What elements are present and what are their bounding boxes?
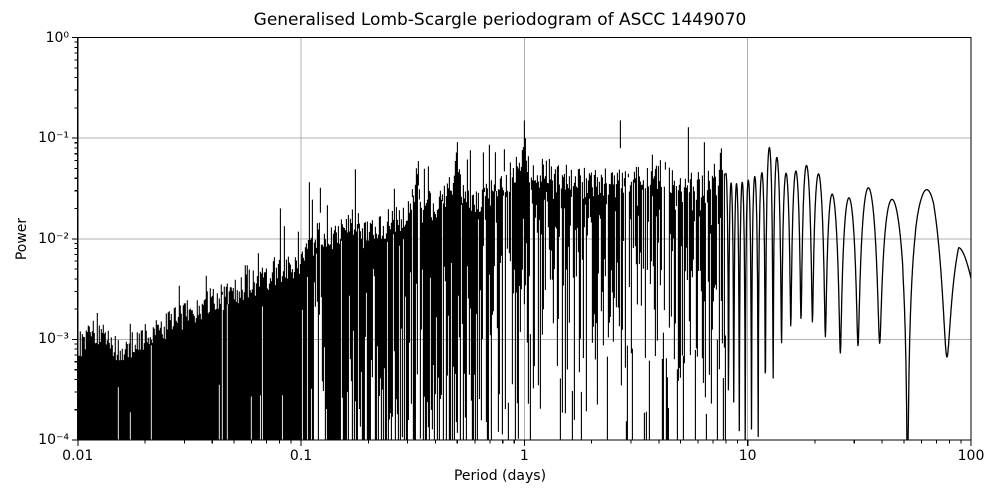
x-tick-label: 100 bbox=[957, 448, 985, 464]
x-tick-label: 10 bbox=[738, 448, 757, 464]
x-tick-label: 0.01 bbox=[62, 448, 94, 464]
x-tick-label: 0.1 bbox=[289, 448, 313, 464]
chart-title: Generalised Lomb-Scargle periodogram of … bbox=[253, 10, 747, 30]
x-tick-label: 1 bbox=[519, 448, 529, 464]
y-tick-label: 10⁻³ bbox=[38, 331, 69, 348]
y-tick-label: 10⁻⁴ bbox=[38, 432, 69, 448]
x-axis-label: Period (days) bbox=[453, 468, 547, 484]
y-tick-label: 10⁻¹ bbox=[38, 130, 69, 147]
axes-spines-and-ticks bbox=[71, 36, 972, 446]
periodogram-series bbox=[77, 120, 971, 440]
y-tick-label: 10⁻² bbox=[38, 230, 69, 247]
y-tick-label: 10⁰ bbox=[45, 29, 69, 46]
